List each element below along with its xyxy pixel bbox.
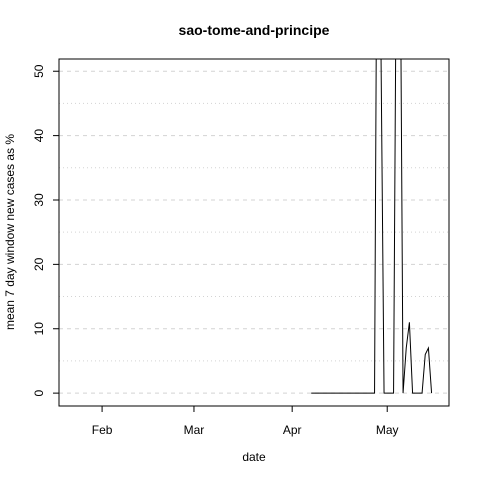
x-tick-label: May bbox=[376, 423, 399, 437]
y-tick-label: 20 bbox=[32, 257, 46, 271]
x-axis-label: date bbox=[242, 450, 266, 464]
y-tick-label: 50 bbox=[32, 64, 46, 78]
y-tick-label: 10 bbox=[32, 322, 46, 336]
chart-title: sao-tome-and-principe bbox=[179, 22, 330, 38]
x-tick-label: Feb bbox=[92, 423, 113, 437]
x-tick-label: Apr bbox=[283, 423, 302, 437]
y-tick-label: 30 bbox=[32, 193, 46, 207]
y-tick-label: 0 bbox=[32, 389, 46, 396]
x-tick-label: Mar bbox=[184, 423, 205, 437]
y-tick-label: 40 bbox=[32, 129, 46, 143]
y-axis-label: mean 7 day window new cases as % bbox=[3, 134, 17, 330]
plot-frame bbox=[58, 58, 450, 407]
data-line bbox=[311, 59, 433, 394]
